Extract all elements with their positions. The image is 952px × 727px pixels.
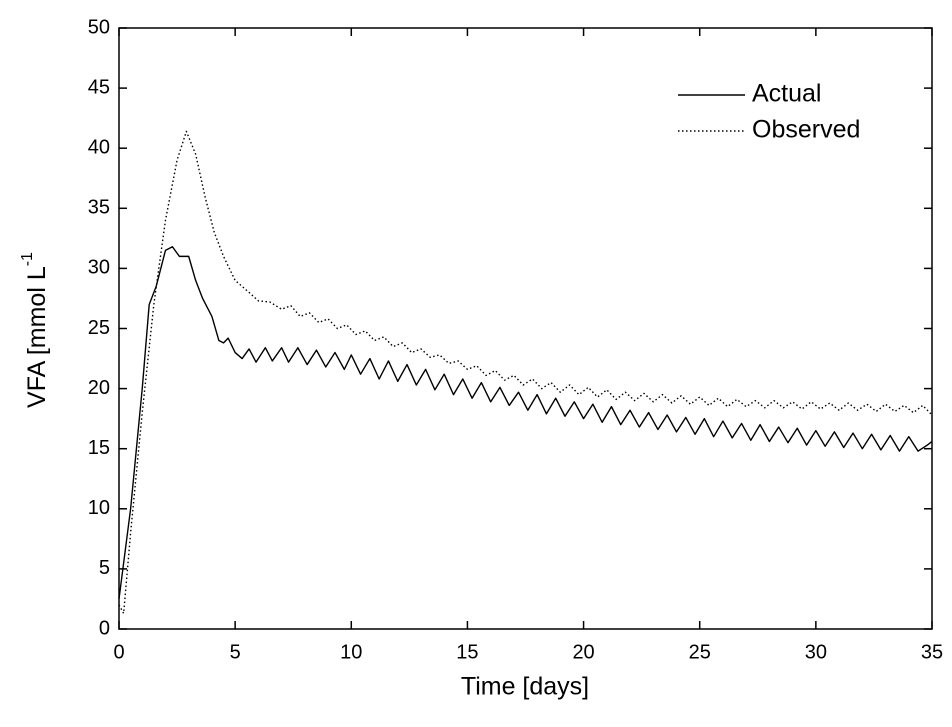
y-tick-label: 15 [88,437,110,459]
y-tick-label: 30 [88,257,110,279]
x-axis-label: Time [days] [461,673,589,701]
y-tick-label: 45 [88,76,110,98]
x-tick-label: 30 [805,641,827,663]
y-tick-label: 10 [88,497,110,519]
y-tick-label: 20 [88,377,110,399]
y-tick-label: 5 [99,557,110,579]
y-tick-label: 35 [88,197,110,219]
x-tick-label: 25 [689,641,711,663]
x-tick-label: 10 [340,641,362,663]
x-tick-label: 5 [230,641,241,663]
x-tick-label: 15 [456,641,478,663]
y-tick-label: 50 [88,16,110,38]
legend-label: Actual [752,80,821,108]
x-tick-label: 35 [921,641,943,663]
legend-label: Observed [752,116,860,144]
y-tick-label: 40 [88,136,110,158]
y-axis-label: VFA [mmol L-1 [19,252,50,408]
x-tick-label: 20 [572,641,594,663]
y-axis-label-text: VFA [mmol L [23,266,51,408]
y-axis-label-superscript: -1 [19,252,36,266]
y-tick-label: 0 [99,617,110,639]
y-tick-label: 25 [88,317,110,339]
series-line [118,246,933,600]
series-line [118,130,933,615]
x-tick-label: 0 [113,641,124,663]
